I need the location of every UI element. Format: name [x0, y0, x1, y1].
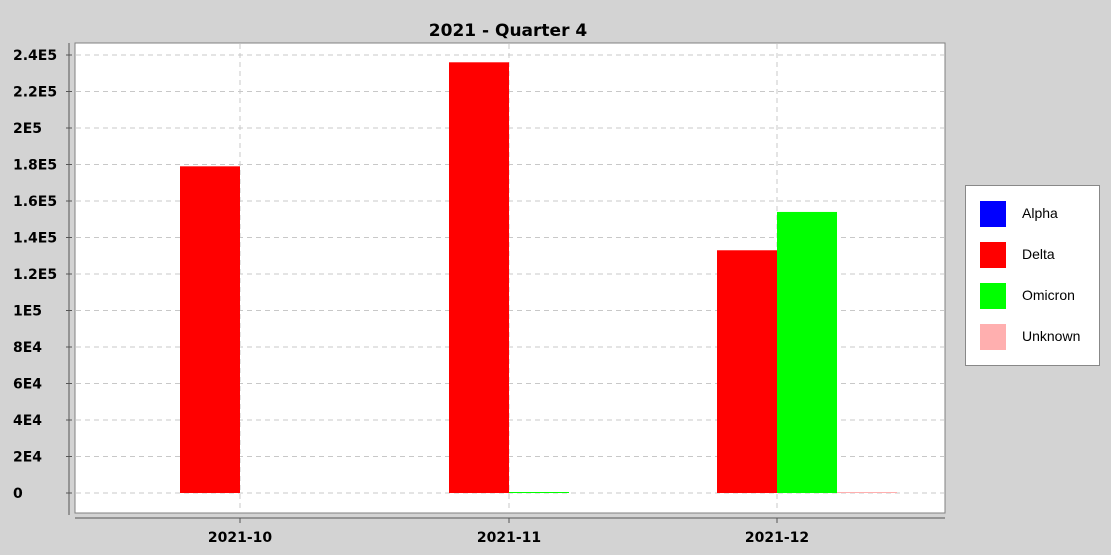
y-tick-label: 2.4E5 — [13, 48, 57, 64]
bar-delta-2021-12 — [717, 250, 777, 493]
bar-unknown-2021-12 — [837, 492, 897, 493]
x-tick-label: 2021-10 — [208, 530, 273, 546]
legend-label: Alpha — [1022, 205, 1058, 221]
y-tick-label: 1.4E5 — [13, 231, 57, 247]
legend-item-delta: Delta — [980, 242, 1098, 268]
y-tick-label: 2E5 — [13, 121, 42, 137]
legend-label: Unknown — [1022, 328, 1081, 344]
x-tick-label: 2021-12 — [745, 530, 809, 546]
bar-omicron-2021-11 — [509, 492, 569, 493]
legend-swatch — [980, 324, 1006, 350]
y-tick-label: 1E5 — [13, 304, 42, 320]
y-tick-label: 0 — [13, 486, 23, 502]
legend-item-omicron: Omicron — [980, 283, 1098, 309]
y-tick-label: 2.2E5 — [13, 85, 57, 101]
chart-title: 2021 - Quarter 4 — [429, 21, 588, 41]
legend-swatch — [980, 242, 1006, 268]
x-axis: 2021-10 2021-11 2021-12 — [75, 517, 945, 546]
y-tick-label: 8E4 — [13, 340, 42, 356]
bar-delta-2021-10 — [180, 166, 240, 493]
legend-label: Omicron — [1022, 287, 1075, 303]
y-tick-label: 1.8E5 — [13, 158, 57, 174]
legend-label: Delta — [1022, 246, 1055, 262]
legend-swatch — [980, 201, 1006, 227]
y-tick-label: 1.6E5 — [13, 194, 57, 210]
bar-omicron-2021-12 — [777, 211, 837, 493]
legend-item-alpha: Alpha — [980, 201, 1098, 227]
y-tick-label: 1.2E5 — [13, 267, 57, 283]
legend-item-unknown: Unknown — [980, 324, 1098, 350]
y-tick-label: 2E4 — [13, 450, 42, 466]
legend-swatch — [980, 283, 1006, 309]
y-tick-label: 4E4 — [13, 413, 42, 429]
x-tick-label: 2021-11 — [477, 530, 541, 546]
bars — [180, 62, 897, 494]
legend: Alpha Delta Omicron Unknown — [965, 185, 1100, 366]
y-axis: 0 2E4 4E4 6E4 8E4 1E5 1.2E5 1.4E5 1.6E5 1.8E5 2E5 2… — [13, 43, 72, 515]
y-tick-label: 6E4 — [13, 377, 42, 393]
bar-delta-2021-11 — [449, 62, 509, 494]
